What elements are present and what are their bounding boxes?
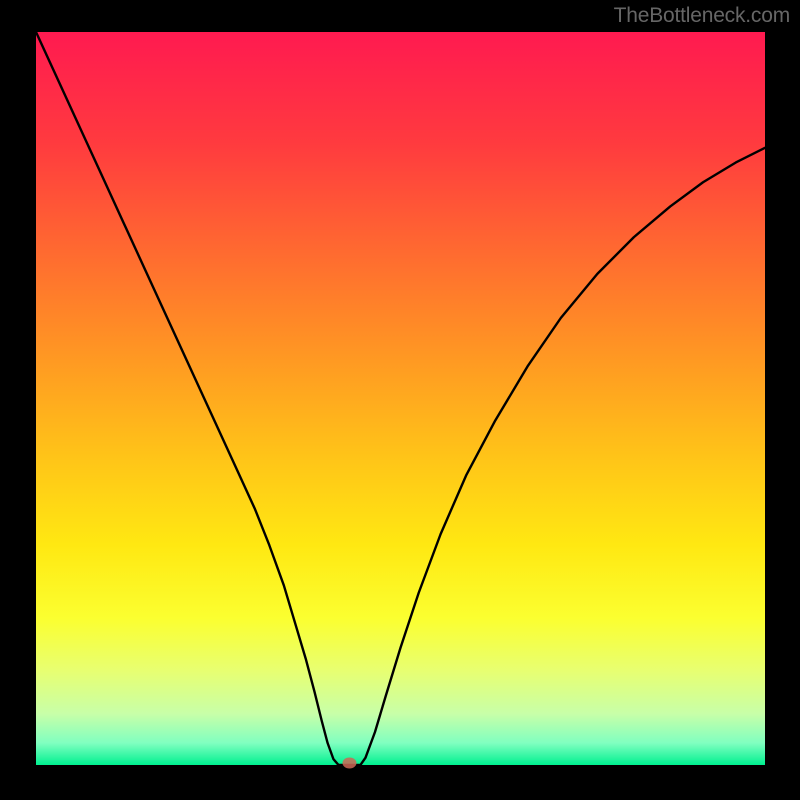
chart-svg <box>0 0 800 800</box>
plot-area <box>36 32 765 765</box>
watermark-text: TheBottleneck.com <box>614 4 790 28</box>
bottleneck-chart: TheBottleneck.com <box>0 0 800 800</box>
optimal-point-marker <box>342 758 356 769</box>
